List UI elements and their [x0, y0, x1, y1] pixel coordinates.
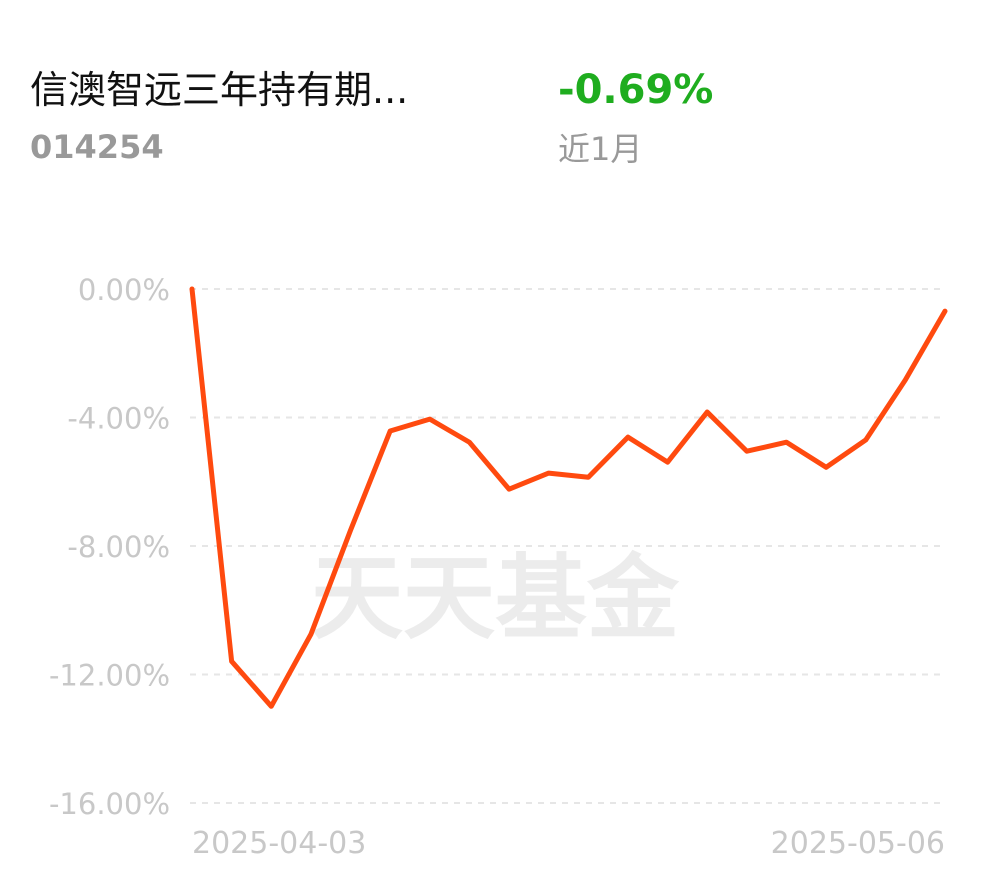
fund-name: 信澳智远三年持有期... [30, 68, 408, 112]
period: 近1月 [558, 130, 642, 168]
y-tick-label: -16.00% [49, 787, 170, 821]
change: -0.69% [558, 67, 713, 113]
x-tick-label: 2025-05-06 [771, 826, 945, 861]
line [189, 286, 948, 709]
x-tick-label: 2025-04-03 [192, 826, 366, 861]
fund-code: 014254 [30, 128, 164, 166]
y-tick-label: 0.00% [78, 273, 170, 307]
watermark: 天天基金 [311, 545, 680, 652]
y-tick-label: -12.00% [49, 659, 170, 693]
y-tick-label: -8.00% [67, 530, 170, 564]
y-tick-label: -4.00% [67, 402, 170, 436]
